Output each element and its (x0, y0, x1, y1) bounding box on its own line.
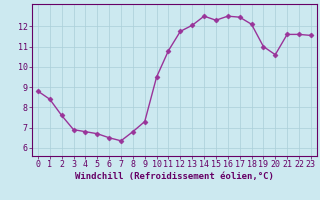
X-axis label: Windchill (Refroidissement éolien,°C): Windchill (Refroidissement éolien,°C) (75, 172, 274, 181)
